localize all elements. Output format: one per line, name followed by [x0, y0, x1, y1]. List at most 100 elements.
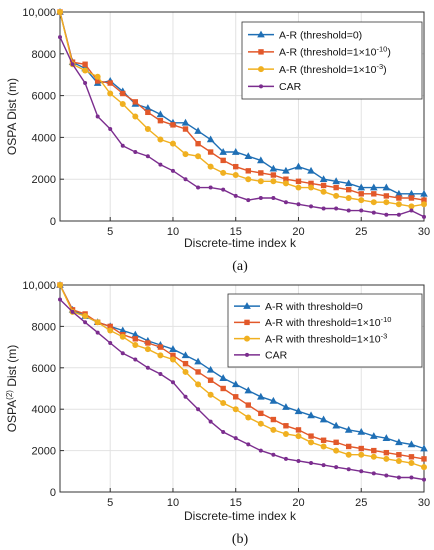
panel-b-series-2-point	[308, 433, 314, 439]
panel-a-series-4-point	[158, 162, 163, 167]
panel-a-legend-marker	[259, 84, 263, 89]
panel-a-series-4-point	[371, 210, 376, 215]
panel-a-series-2-point	[270, 172, 277, 178]
panel-a-legend-label-tail: )	[383, 64, 387, 76]
panel-a-series-2-point	[320, 182, 327, 189]
panel-a-series-2-point	[207, 149, 214, 155]
panel-a-series-4-point	[296, 202, 301, 207]
panel-a-legend-label: A-R (threshold=1×10-10)	[279, 44, 391, 59]
panel-a-series-1-point	[244, 152, 253, 160]
panel-b-legend: A-R with threshold=0 A-R with threshold=1…	[227, 293, 423, 368]
panel-b-series-3-point	[333, 447, 340, 454]
panel-b-series-4-point	[246, 442, 251, 447]
panel-b-series-4-point	[133, 357, 138, 362]
panel-b-legend-label-exp: -10	[381, 315, 392, 324]
panel-b-series-1-point	[294, 407, 303, 415]
panel-b-series-4-point	[384, 473, 389, 478]
panel-b-series-4-point	[108, 340, 113, 345]
panel-b-legend-marker	[244, 335, 250, 342]
panel-b-series-4-point	[183, 394, 188, 399]
panel-b-series-4-point	[120, 351, 125, 356]
panel-b-series-4-point	[170, 380, 175, 385]
panel-a-x-tick-label: 10	[167, 226, 179, 238]
panel-b-series-4-point	[359, 469, 364, 474]
panel-a-series-2-point	[308, 180, 314, 187]
panel-a-series-3-point	[182, 151, 189, 158]
panel-a-series-2-point	[94, 78, 101, 84]
panel-a-series-1-point	[357, 183, 366, 191]
panel-b-y-axis-label-unit: Dist (m)	[5, 345, 19, 390]
panel-b-series-1-point	[244, 386, 253, 394]
panel-a-series-2-point	[245, 168, 251, 174]
panel-b-series-3-point	[144, 346, 151, 353]
panel-b-series-4-point	[309, 461, 314, 466]
panel-b-series-3-point	[119, 333, 126, 340]
panel-b-series-4	[58, 297, 426, 482]
panel-a-legend-label-text: A-R (threshold=1×10	[279, 64, 377, 76]
panel-a-series-2-point	[421, 197, 427, 203]
panel-b-series-3-point	[195, 381, 202, 388]
panel-a-chart: 5 10 15 20 25 30 0 2000 4000 6000 8000 10,000 Discre…	[5, 7, 430, 274]
panel-a-series-4-point	[321, 206, 326, 211]
panel-b-series-2-point	[283, 423, 289, 429]
panel-a-plot-frame	[59, 11, 425, 222]
panel-a-series-1-point	[420, 189, 428, 197]
panel-a-series-3-point	[94, 73, 101, 80]
panel-a-series-4-point	[183, 177, 188, 182]
panel-a-series-2-point	[82, 61, 88, 67]
panel-a-series-2-point	[132, 99, 139, 105]
panel-a-series-1-point	[156, 110, 165, 118]
panel-a-series-3-point	[169, 140, 176, 147]
panel-a-y-axis-label-main: OSPA Dist (m)	[5, 78, 19, 155]
panel-b-series-1-point	[395, 438, 403, 446]
panel-a-series-4-point	[208, 185, 213, 190]
panel-b-legend-label: A-R with threshold=0	[265, 301, 363, 313]
panel-a-series-2-point	[182, 126, 189, 132]
panel-a-series-4-point	[95, 114, 100, 119]
panel-a-y-tick-label: 8000	[32, 49, 56, 61]
panel-a-series-3-point	[345, 195, 352, 202]
panel-a-series-2-point	[233, 163, 239, 170]
panel-a-legend-label: CAR	[279, 81, 302, 93]
panel-b-y-axis-label-sup: (2)	[5, 390, 14, 400]
panel-b-x-tick-label: 30	[418, 497, 430, 509]
panel-b-series-2-point	[333, 439, 339, 446]
panel-b-series-2-point	[170, 352, 176, 359]
panel-b-series-1-point	[344, 425, 353, 433]
panel-b-series-4-point	[258, 448, 263, 453]
panel-b-legend-marker	[245, 352, 249, 357]
panel-a-series-4-point	[196, 185, 201, 190]
panel-a-legend-label-text: A-R (threshold=1×10	[279, 47, 377, 59]
panel-a-series-4-point	[108, 127, 113, 132]
panel-a-series-1-point	[144, 104, 152, 111]
panel-b-y-axis-label: OSPA(2) Dist (m)	[5, 345, 20, 433]
panel-a-series-2-point	[170, 122, 176, 128]
panel-a-series-4-point	[283, 200, 288, 205]
panel-b-series-4-point	[283, 456, 288, 461]
panel-a-y-tick-label: 4000	[32, 132, 56, 144]
panel-a-series-3-point	[232, 172, 239, 179]
panel-b-series-4-point	[145, 365, 150, 370]
panel-b-y-tick-label: 6000	[32, 363, 56, 375]
panel-b-series-4-point	[158, 372, 163, 377]
panel-b-series-3-point	[421, 464, 427, 471]
panel-b-series-4-point	[70, 309, 75, 314]
panel-b-series-1-point	[219, 374, 227, 381]
panel-a-series-1-point	[344, 179, 353, 187]
panel-a-series-4-point	[359, 208, 364, 213]
panel-b-series-3-point	[345, 451, 352, 458]
panel-b-series-1-point	[357, 427, 366, 435]
panel-b-series-2-point	[345, 443, 352, 450]
panel-a-series-4-point	[133, 150, 138, 155]
panel-a-series-4-point	[120, 143, 125, 148]
panel-b-series-3-point	[408, 460, 415, 467]
panel-a-series-1-point	[231, 148, 240, 155]
panel-a-series-4-point	[271, 196, 276, 201]
panel-b-series-2-point	[383, 449, 390, 456]
panel-b-series-1-point	[269, 396, 278, 404]
panel-a-series-1-point	[332, 177, 340, 185]
panel-a-series-3-point	[220, 169, 227, 176]
panel-b-series-4-point	[221, 429, 226, 434]
panel-a-series-4-point	[246, 198, 251, 203]
panel-a-legend-label-exp: -3	[376, 61, 383, 70]
